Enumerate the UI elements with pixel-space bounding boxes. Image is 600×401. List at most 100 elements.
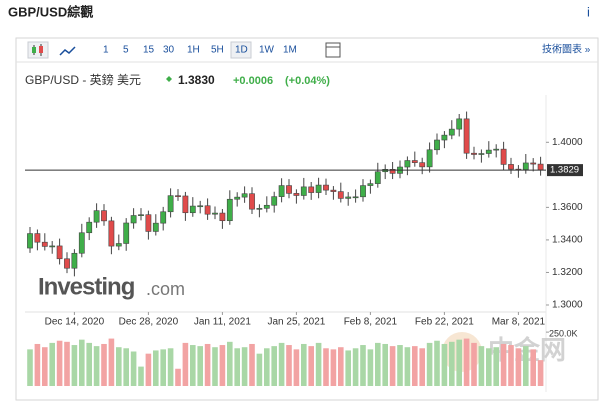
interval-button[interactable]: 5 [123, 45, 129, 56]
x-tick-label: Jan 11, 2021 [194, 317, 252, 328]
volume-bar [130, 351, 137, 386]
volume-bar [234, 348, 240, 386]
candle-body [123, 222, 130, 244]
interval-button[interactable]: 5H [211, 45, 224, 56]
volume-bar [515, 348, 522, 386]
candle-body [419, 162, 426, 168]
x-tick-label: Dec 28, 2020 [119, 317, 179, 328]
y-tick-label: 1.3600 [552, 202, 583, 213]
volume-bar [308, 346, 314, 386]
candle-body [234, 196, 241, 200]
line-icon[interactable] [59, 46, 76, 56]
volume-bar [160, 349, 166, 386]
volume-tick-label: 250.0K [549, 328, 578, 338]
volume-bar [508, 345, 514, 386]
candle-body [300, 186, 307, 196]
tech-chart-link[interactable]: 技術圖表 » [542, 43, 591, 56]
candle-body [374, 171, 381, 184]
candle-body [41, 241, 48, 247]
candle-body [167, 195, 174, 213]
volume-bar [301, 343, 307, 386]
interval-button[interactable]: 1 [103, 45, 109, 56]
candle-body [345, 196, 352, 199]
x-tick-label: Jan 25, 2021 [267, 317, 325, 328]
candle-body [448, 128, 455, 136]
info-icon[interactable]: i [587, 4, 590, 19]
y-tick-label: 1.3200 [552, 267, 583, 278]
volume-bar [101, 343, 107, 386]
candle-body [152, 222, 159, 232]
candle-body [330, 189, 337, 192]
volume-bar [219, 345, 226, 386]
candle-body [197, 205, 204, 208]
volume-bar [338, 347, 344, 386]
interval-button[interactable]: 1W [259, 45, 275, 56]
x-tick-label: Mar 8, 2021 [492, 317, 546, 328]
candle-body [293, 193, 300, 196]
candle-body [241, 193, 248, 198]
candle-body [204, 205, 211, 215]
candle-body [56, 245, 63, 260]
volume-bar [523, 346, 529, 386]
candle-body [256, 208, 263, 210]
active-interval-bg [230, 41, 252, 59]
volume-bar [27, 349, 33, 386]
candle-body [189, 205, 196, 214]
brand-watermark: Investing [38, 273, 135, 300]
volume-bar [486, 348, 492, 386]
volume-bar [204, 343, 211, 386]
volume-bar [389, 346, 396, 386]
candle-body [64, 258, 70, 269]
volume-bar [49, 342, 55, 386]
candle-body [537, 163, 544, 171]
candle-body [286, 185, 292, 194]
candle-body [145, 214, 152, 232]
candle-body [34, 233, 41, 243]
chart-frame [15, 37, 599, 401]
candle-body [500, 148, 507, 165]
volume-bar [93, 346, 100, 386]
volume-bar [500, 343, 507, 386]
brand-watermark-suffix: .com [146, 279, 185, 299]
volume-bar [537, 360, 544, 386]
candle-body [463, 118, 470, 154]
volume-bar [463, 338, 470, 386]
volume-bar [397, 345, 403, 386]
widget-title: GBP/USD綜觀 [8, 4, 93, 19]
candle-icon[interactable] [27, 41, 49, 59]
candle-body [522, 162, 529, 170]
volume-bar [293, 349, 300, 386]
candle-body [404, 160, 411, 168]
candle-body [219, 212, 226, 222]
volume-bar [138, 366, 144, 386]
interval-button[interactable]: 30 [163, 45, 175, 56]
volume-bar [190, 345, 196, 386]
volume-bar [42, 347, 48, 386]
candle-body [278, 185, 285, 197]
volume-bar [34, 343, 41, 386]
candle-body [212, 212, 218, 215]
settings-icon[interactable] [325, 42, 341, 58]
candle-body [138, 214, 144, 216]
volume-bar [315, 342, 322, 386]
candle-body [426, 149, 433, 168]
interval-button[interactable]: 1H [187, 45, 200, 56]
volume-bar [323, 348, 329, 386]
volume-bar [352, 348, 359, 386]
candle-body [93, 210, 100, 223]
x-tick-label: Dec 14, 2020 [45, 317, 105, 328]
volume-bar [271, 346, 277, 386]
volume-bar [375, 342, 381, 386]
candle-body [271, 196, 278, 206]
candle-body [441, 134, 448, 141]
interval-button[interactable]: 1M [283, 45, 297, 56]
volume-bar [426, 342, 433, 386]
volume-bar [175, 368, 181, 386]
candle-body [493, 148, 500, 151]
volume-bar [241, 347, 248, 386]
interval-button[interactable]: 15 [143, 45, 155, 56]
interval-button[interactable]: 1D [235, 45, 248, 56]
volume-bar [493, 347, 499, 386]
candle-body [160, 211, 167, 224]
quote-marker [166, 76, 172, 82]
